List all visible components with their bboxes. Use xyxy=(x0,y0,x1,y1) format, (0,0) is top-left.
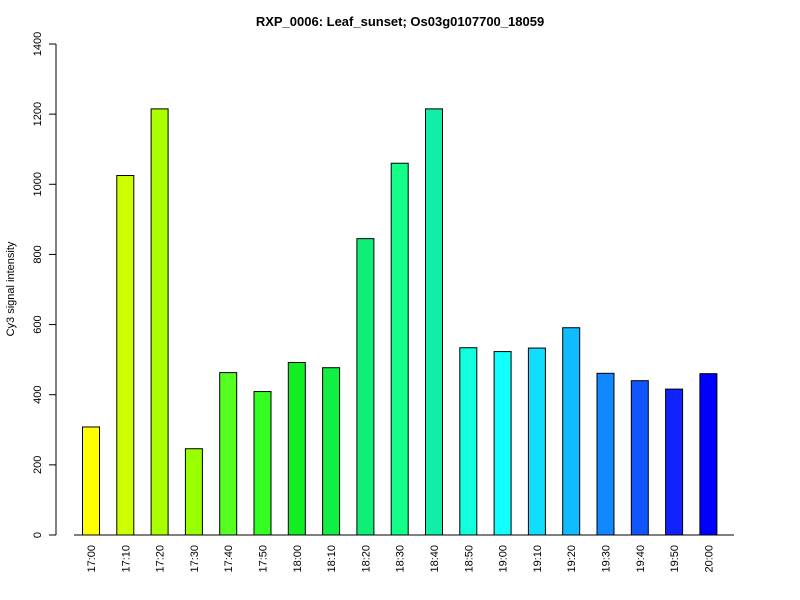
x-tick-label: 18:50 xyxy=(463,545,475,573)
x-tick-label: 17:50 xyxy=(258,545,270,573)
y-tick-label: 1400 xyxy=(32,32,44,56)
y-tick-label: 600 xyxy=(32,315,44,333)
x-tick-label: 19:50 xyxy=(669,545,681,573)
x-tick-label: 19:30 xyxy=(601,545,613,573)
bar xyxy=(184,448,203,536)
x-tick-label: 17:40 xyxy=(223,545,235,573)
y-axis: 0 200 400 600 800 1000 1200 1400 xyxy=(32,32,57,538)
bar xyxy=(425,108,443,536)
bar xyxy=(150,108,169,536)
bar xyxy=(322,367,341,536)
bar xyxy=(253,391,272,536)
bar xyxy=(630,380,649,536)
bar xyxy=(287,361,306,536)
x-tick-label: 17:00 xyxy=(86,545,98,573)
bar xyxy=(219,372,238,536)
y-axis-label: Cy3 signal intensity xyxy=(5,241,17,336)
bar xyxy=(699,373,718,536)
y-tick-label: 0 xyxy=(32,532,44,538)
x-tick-label: 18:40 xyxy=(429,545,441,573)
y-tick-label: 800 xyxy=(32,245,44,263)
x-tick-label: 19:00 xyxy=(498,545,510,573)
x-tick-label: 17:10 xyxy=(120,545,132,573)
bar xyxy=(665,388,684,536)
y-tick-label: 1000 xyxy=(32,172,44,196)
bar xyxy=(356,238,375,536)
bar xyxy=(116,175,135,536)
x-tick-label: 20:00 xyxy=(703,545,715,573)
x-axis: 17:00 17:10 17:20 17:30 17:40 17:50 18:00 18:10… xyxy=(74,534,734,573)
bar xyxy=(459,347,478,536)
bar xyxy=(562,327,581,536)
x-tick-label: 17:20 xyxy=(155,545,167,573)
x-tick-label: 18:10 xyxy=(326,545,338,573)
x-tick-label: 19:20 xyxy=(566,545,578,573)
x-tick-label: 18:00 xyxy=(292,545,304,573)
bar xyxy=(82,426,100,536)
bar xyxy=(493,351,512,536)
x-tick-label: 19:10 xyxy=(532,545,544,573)
x-tick-label: 19:40 xyxy=(635,545,647,573)
x-tick-label: 17:30 xyxy=(189,545,201,573)
bar xyxy=(527,347,546,536)
bars xyxy=(82,108,718,536)
y-tick-label: 400 xyxy=(32,386,44,404)
chart-title: RXP_0006: Leaf_sunset; Os03g0107700_1805… xyxy=(256,14,544,29)
y-tick-label: 1200 xyxy=(32,102,44,126)
bar xyxy=(596,372,615,536)
x-tick-label: 18:30 xyxy=(395,545,407,573)
x-tick-label: 18:20 xyxy=(360,545,372,573)
y-tick-label: 200 xyxy=(32,456,44,474)
bar xyxy=(390,162,409,536)
